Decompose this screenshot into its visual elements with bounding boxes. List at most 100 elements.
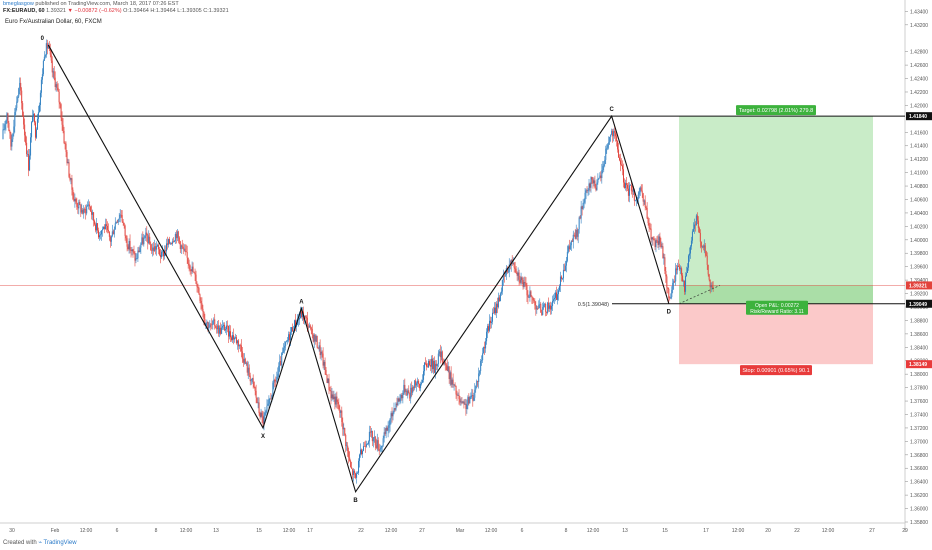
candle-body bbox=[433, 360, 435, 373]
tradingview-logo[interactable]: ⌁ TradingView bbox=[38, 540, 77, 546]
candle-body bbox=[599, 175, 601, 178]
y-tick-label: 1.36400 bbox=[910, 480, 928, 486]
pattern-zigzag bbox=[47, 44, 670, 494]
y-tick-label: 1.42000 bbox=[910, 103, 928, 109]
candle-body bbox=[661, 246, 663, 247]
candle-body bbox=[54, 77, 56, 88]
candle-body bbox=[347, 445, 349, 452]
candle-body bbox=[297, 319, 299, 321]
candle-body bbox=[430, 358, 432, 367]
candle-body bbox=[8, 122, 10, 132]
candle-body bbox=[57, 87, 59, 92]
candle-body bbox=[185, 251, 187, 252]
candle-body bbox=[649, 227, 651, 229]
candle-body bbox=[419, 383, 421, 389]
candle-body bbox=[153, 247, 155, 252]
y-tick-label: 1.40600 bbox=[910, 197, 928, 203]
candle-body bbox=[156, 246, 158, 250]
candle-body bbox=[129, 241, 131, 251]
pnl-label: Open P&L: 0.00272 bbox=[755, 303, 799, 309]
candle-body bbox=[619, 157, 621, 161]
candle-body bbox=[252, 378, 254, 382]
candle-body bbox=[49, 47, 51, 55]
candle-body bbox=[643, 200, 645, 202]
candle-body bbox=[182, 246, 184, 250]
candle-body bbox=[305, 316, 307, 318]
candle-body bbox=[492, 312, 494, 314]
candle-body bbox=[529, 291, 531, 298]
candle-body bbox=[502, 275, 504, 280]
candle-body bbox=[429, 365, 431, 367]
candle-body bbox=[337, 401, 339, 405]
candle-body bbox=[533, 300, 535, 301]
candle-body bbox=[320, 351, 322, 356]
y-tick-label: 1.40400 bbox=[910, 211, 928, 217]
candle-body bbox=[394, 408, 396, 410]
candle-body bbox=[523, 282, 525, 287]
candle-body bbox=[79, 201, 81, 205]
candle-body bbox=[225, 329, 227, 331]
candle-body bbox=[96, 223, 98, 231]
x-tick-label: 8 bbox=[565, 528, 568, 534]
candle-body bbox=[104, 224, 106, 229]
candle-body bbox=[451, 379, 453, 385]
candle-body bbox=[364, 446, 366, 447]
candle-body bbox=[648, 223, 650, 228]
candle-body bbox=[12, 134, 14, 140]
candle-body bbox=[586, 190, 588, 192]
pattern-point-0: 0 bbox=[41, 36, 45, 42]
candle-body bbox=[344, 427, 346, 436]
y-tick-label: 1.41400 bbox=[910, 144, 928, 150]
target-label-bg bbox=[736, 105, 816, 116]
candle-body bbox=[595, 187, 597, 190]
candle-body bbox=[583, 202, 585, 204]
candle-body bbox=[30, 137, 32, 156]
candle-body bbox=[578, 217, 580, 230]
x-tick-label: 6 bbox=[521, 528, 524, 534]
stop-price-tag-bg bbox=[906, 360, 932, 369]
candle-body bbox=[693, 224, 695, 229]
candle-body bbox=[519, 279, 521, 283]
candle-body bbox=[159, 249, 161, 255]
target-label: Target: 0.02798 (2.01%) 279.8 bbox=[739, 108, 813, 114]
candle-body bbox=[486, 331, 488, 342]
candle-body bbox=[422, 379, 424, 383]
candle-body bbox=[361, 449, 362, 455]
candle-body bbox=[6, 113, 8, 121]
candle-body bbox=[377, 440, 379, 450]
candle-body bbox=[154, 246, 156, 252]
y-tick-label: 1.36800 bbox=[910, 453, 928, 459]
candle-body bbox=[114, 223, 116, 230]
candle-body bbox=[400, 394, 402, 399]
x-tick-label: 12:00 bbox=[822, 528, 835, 534]
publisher-user[interactable]: bmeglasgow bbox=[3, 1, 34, 7]
candle-body bbox=[93, 212, 95, 221]
candle-body bbox=[313, 334, 315, 342]
candle-body bbox=[287, 340, 289, 342]
candle-body bbox=[554, 297, 556, 300]
candle-body bbox=[263, 415, 265, 425]
candle-body bbox=[521, 277, 523, 281]
candle-body bbox=[217, 325, 219, 330]
candle-body bbox=[471, 395, 473, 396]
candle-body bbox=[88, 204, 90, 206]
candle-body bbox=[694, 224, 696, 226]
candle-body bbox=[162, 251, 164, 253]
candle-body bbox=[32, 116, 34, 123]
candle-body bbox=[245, 362, 247, 364]
candle-body bbox=[331, 394, 333, 399]
candle-body bbox=[116, 221, 118, 223]
candle-body bbox=[7, 113, 9, 123]
candle-body bbox=[254, 386, 256, 391]
fib-label: 0.5(1.39048) bbox=[578, 302, 609, 308]
candle-body bbox=[462, 401, 464, 403]
candle-body bbox=[246, 362, 248, 373]
candle-body bbox=[234, 337, 236, 338]
candle-body bbox=[559, 276, 561, 286]
candle-body bbox=[383, 432, 385, 439]
y-tick-label: 1.43200 bbox=[910, 23, 928, 29]
candle-body bbox=[390, 413, 392, 419]
candle-body bbox=[168, 239, 170, 244]
candle-body bbox=[163, 251, 165, 257]
